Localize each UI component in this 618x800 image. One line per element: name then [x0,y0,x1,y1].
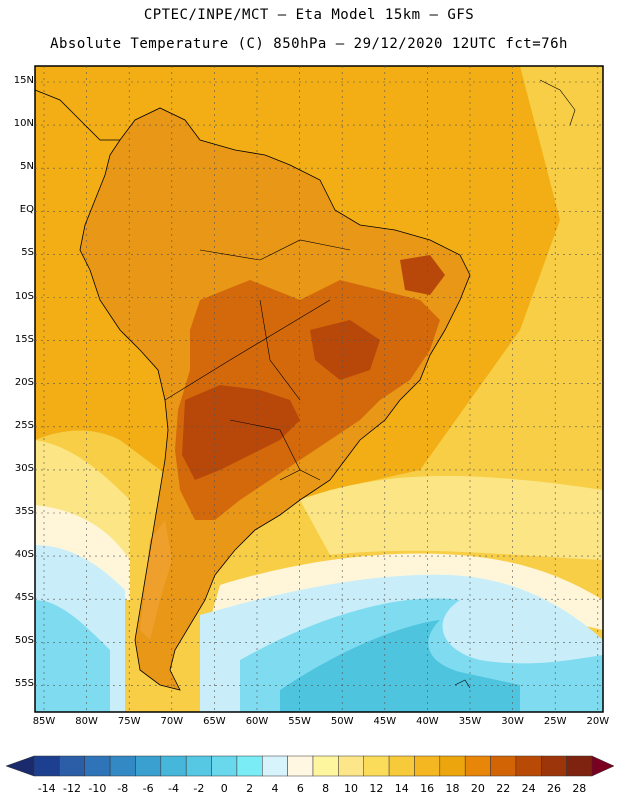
colorbar-swatch [84,755,111,777]
colorbar-tick-label: 22 [496,782,511,795]
colorbar-swatch [388,755,415,777]
andes-region [140,520,172,640]
colorbar-tick-label: 16 [420,782,435,795]
colorbar-swatch [338,755,364,777]
colorbar-tick-label: 18 [445,782,460,795]
longitude-label: 75W [117,716,141,727]
longitude-label: 20W [586,716,610,727]
colorbar-tick-label: 2 [246,782,254,795]
map-plot-area [35,66,603,712]
longitude-label: 30W [501,716,524,727]
colorbar-swatch [211,755,238,777]
colorbar-tick-label: -10 [88,782,107,795]
colorbar-swatch [414,755,441,777]
colorbar-swatch [160,755,187,777]
colorbar-tick-label: -14 [37,782,56,795]
latitude-label: 30S [14,462,34,474]
colorbar-swatch [490,755,517,777]
colorbar-tick-label: 0 [220,782,228,795]
colorbar-swatch [109,755,136,777]
longitude-label: 45W [373,716,397,727]
latitude-label: 5N [20,161,34,173]
longitude-label: 50W [330,716,354,727]
colorbar-swatch [312,755,339,777]
longitude-label: 55W [288,716,311,727]
latitude-label: 15N [13,75,34,86]
colorbar-tick-label: 24 [521,782,536,795]
latitude-label: 5S [21,247,34,259]
colorbar-swatch [236,755,263,777]
colorbar-tick-label: 14 [394,782,409,795]
latitude-label: 40S [14,549,34,561]
colorbar-tick-label: -6 [142,782,154,795]
longitude-label: 35W [458,716,482,727]
latitude-label: EQ [19,204,34,216]
latitude-label: 50S [14,635,34,647]
colorbar-tick-label: 28 [572,782,587,795]
colorbar-tick-label: 4 [271,782,279,795]
colorbar-tick-label: 20 [470,782,485,795]
map-subtitle: Absolute Temperature (C) 850hPa – 29/12/… [50,36,568,52]
colorbar-swatch [135,755,162,777]
longitude-label: 25W [543,716,567,727]
latitude-label: 15S [14,333,34,345]
colorbar-high-arrow [591,755,615,777]
latitude-label: 35S [14,506,34,517]
longitude-label: 70W [160,716,184,727]
colorbar-tick-label: 12 [369,782,384,795]
longitude-label: 40W [416,716,439,727]
latitude-label: 45S [14,592,34,604]
colorbar-swatch [59,755,85,777]
colorbar-low-arrow [5,755,35,777]
colorbar-swatch [363,755,390,777]
colorbar-swatch [33,755,60,777]
colorbar-swatch [515,755,542,777]
colorbar-swatch [566,755,593,777]
colorbar-tick-label: 6 [296,782,304,795]
map-frame [34,65,604,713]
longitude-label: 60W [245,716,269,727]
colorbar-tick-label: -4 [168,782,179,795]
longitude-label: 80W [75,716,98,727]
longitude-label: 65W [203,716,226,727]
colorbar-swatch [185,755,212,777]
ocean-cyan-deep [280,620,520,712]
colorbar-swatch [287,755,314,777]
colorbar-tick-label: -12 [63,782,82,795]
latitude-label: 10N [13,118,34,130]
latitude-label: 55S [14,678,34,690]
colorbar-swatch [464,755,491,777]
longitude-label: 85W [32,716,56,727]
ocean-cool-band [35,440,603,560]
colorbar-tick-label: -8 [117,782,129,795]
graticule [35,66,603,712]
latitude-label: 25S [14,419,34,431]
map-title: CPTEC/INPE/MCT – Eta Model 15km – GFS [143,7,475,23]
colorbar [5,755,615,777]
colorbar-tick-label: 8 [322,782,330,795]
coastlines-borders [34,79,576,691]
latitude-label: 20S [14,376,34,388]
colorbar-swatch [262,755,288,777]
latitude-label: 10S [14,290,34,302]
colorbar-swatch [439,755,466,777]
colorbar-tick-label: -2 [193,782,205,795]
colorbar-tick-label: 10 [344,782,359,795]
colorbar-swatch [541,755,567,777]
colorbar-tick-label: 26 [546,782,561,795]
